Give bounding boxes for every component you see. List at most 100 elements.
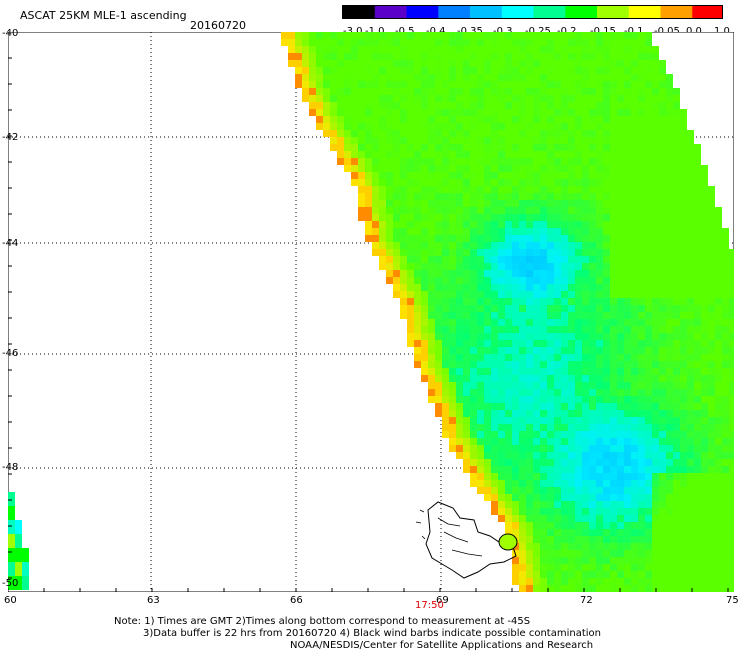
swath-cell [673, 277, 680, 284]
swath-cell [687, 284, 694, 291]
swath-cell [484, 151, 491, 158]
swath-cell [519, 172, 526, 179]
swath-cell [589, 123, 596, 130]
swath-cell [379, 116, 386, 123]
swath-cell [358, 137, 365, 144]
swath-cell [631, 585, 638, 592]
swath-cell [498, 480, 505, 487]
swath-cell [526, 74, 533, 81]
swath-cell [659, 389, 666, 396]
swath-cell [456, 291, 463, 298]
swath-cell [582, 487, 589, 494]
swath-cell [477, 151, 484, 158]
swath-cell [596, 305, 603, 312]
swath-cell [547, 494, 554, 501]
swath-cell [435, 242, 442, 249]
swath-cell [393, 256, 400, 263]
swath-cell [512, 298, 519, 305]
swath-cell [596, 291, 603, 298]
swath-cell [421, 165, 428, 172]
swath-cell [575, 158, 582, 165]
swath-cell [610, 214, 617, 221]
swath-cell [414, 200, 421, 207]
swath-cell [484, 256, 491, 263]
swath-cell [652, 60, 659, 67]
swath-cell [638, 571, 645, 578]
swath-cell [421, 263, 428, 270]
swath-cell [330, 123, 337, 130]
swath-cell [407, 74, 414, 81]
swath-cell [456, 221, 463, 228]
swath-cell [617, 263, 624, 270]
swath-cell [603, 522, 610, 529]
swath-cell [498, 144, 505, 151]
swath-cell [547, 284, 554, 291]
swath-cell [575, 326, 582, 333]
swath-cell [680, 207, 687, 214]
swath-cell [617, 242, 624, 249]
swath-cell [421, 179, 428, 186]
swath-cell [680, 361, 687, 368]
swath-cell [358, 32, 365, 39]
swath-cell [442, 382, 449, 389]
swath-cell [638, 361, 645, 368]
swath-cell [512, 193, 519, 200]
swath-cell [386, 249, 393, 256]
swath-cell [393, 228, 400, 235]
swath-cell [680, 396, 687, 403]
swath-cell [554, 529, 561, 536]
swath-cell [365, 193, 372, 200]
swath-cell [365, 172, 372, 179]
swath-cell [680, 466, 687, 473]
swath-cell [540, 466, 547, 473]
swath-cell [456, 438, 463, 445]
swath-cell [624, 256, 631, 263]
swath-cell [666, 522, 673, 529]
swath-cell [582, 347, 589, 354]
swath-cell [365, 130, 372, 137]
swath-cell [575, 172, 582, 179]
swath-cell [547, 186, 554, 193]
swath-cell [638, 487, 645, 494]
swath-cell [729, 529, 734, 536]
swath-cell [666, 382, 673, 389]
swath-cell [442, 410, 449, 417]
swath-cell [547, 291, 554, 298]
swath-cell [652, 480, 659, 487]
swath-cell [519, 179, 526, 186]
swath-cell [617, 480, 624, 487]
swath-cell [484, 480, 491, 487]
swath-cell [435, 137, 442, 144]
swath-cell [540, 221, 547, 228]
swath-cell [617, 228, 624, 235]
swath-cell [666, 123, 673, 130]
swath-cell [372, 67, 379, 74]
swath-cell [575, 522, 582, 529]
swath-cell [358, 67, 365, 74]
swath-cell [533, 494, 540, 501]
swath-cell [449, 151, 456, 158]
swath-cell [554, 305, 561, 312]
swath-cell [463, 361, 470, 368]
swath-cell [610, 172, 617, 179]
swath-cell [519, 578, 526, 585]
swath-cell [15, 534, 22, 548]
swath-cell [533, 74, 540, 81]
swath-cell [533, 291, 540, 298]
swath-cell [442, 319, 449, 326]
swath-cell [708, 193, 715, 200]
swath-cell [603, 417, 610, 424]
swath-cell [407, 326, 414, 333]
swath-cell [589, 291, 596, 298]
swath-cell [624, 473, 631, 480]
swath-cell [554, 235, 561, 242]
swath-cell [463, 137, 470, 144]
swath-cell [554, 396, 561, 403]
swath-cell [631, 438, 638, 445]
swath-cell [610, 508, 617, 515]
swath-cell [631, 319, 638, 326]
swath-cell [652, 557, 659, 564]
swath-cell [533, 298, 540, 305]
swath-cell [715, 249, 722, 256]
swath-cell [722, 312, 729, 319]
